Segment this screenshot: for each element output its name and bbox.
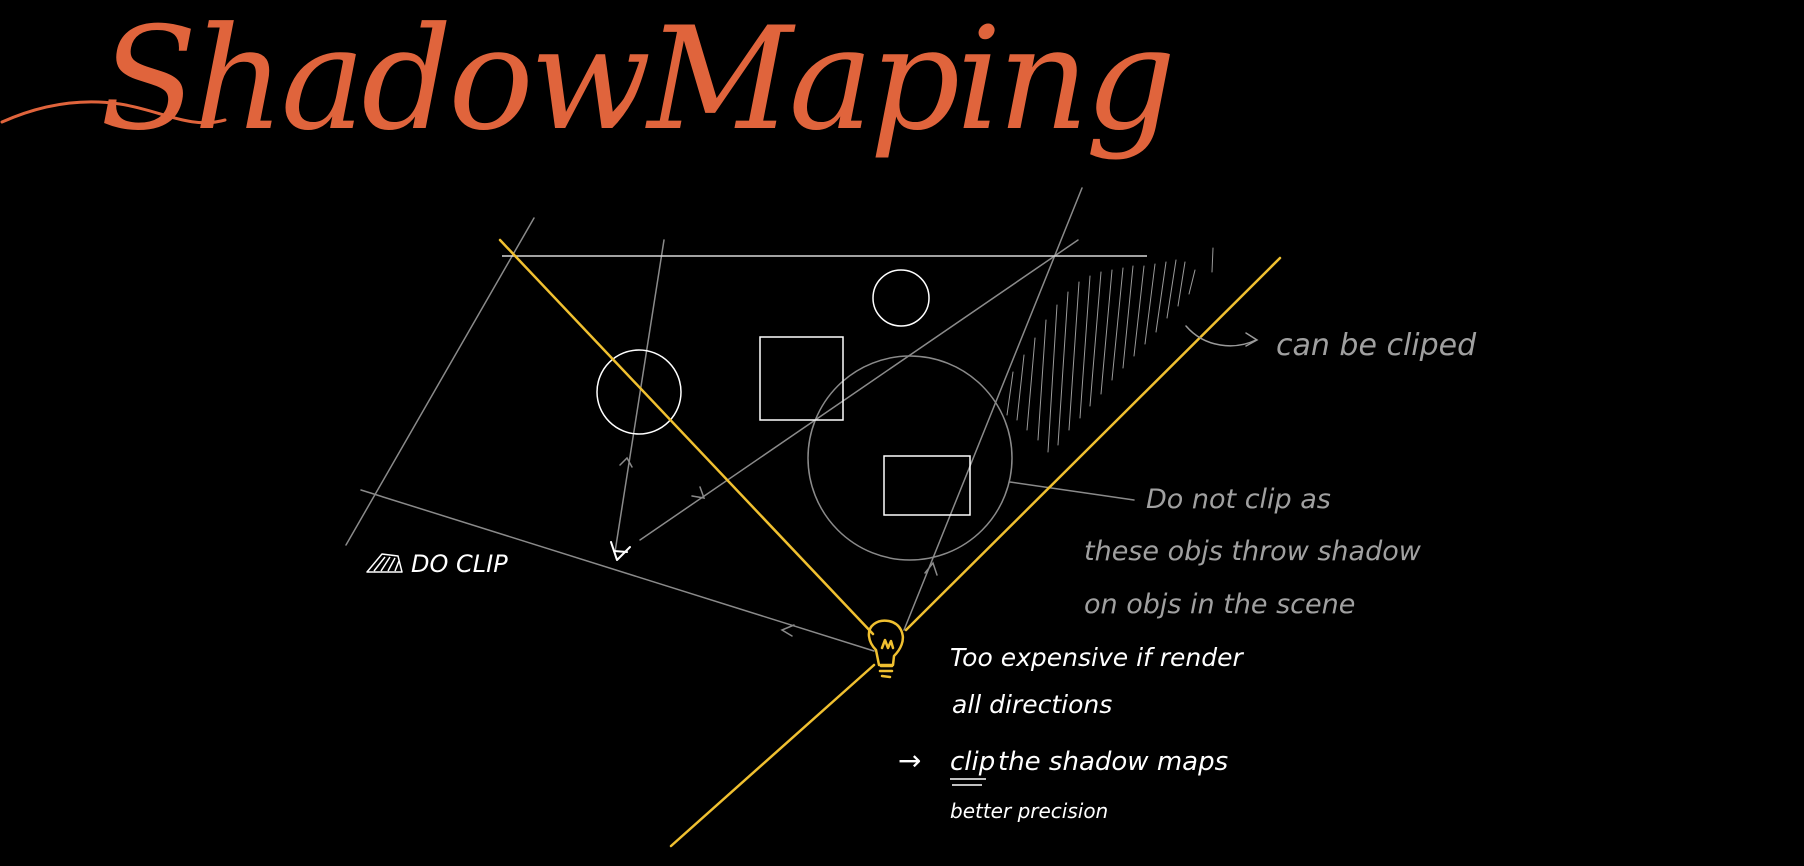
arrowhead-left [780,624,795,637]
light-frustum-back-edge [669,663,876,848]
clip-arrow-glyph: → [898,744,921,777]
precision-note: better precision [950,799,1108,823]
scene-objects [596,269,971,516]
title-underline-swash [0,100,227,125]
guide-left-far [345,217,535,546]
light-frustum [498,238,1282,848]
light-frustum-right-edge [904,256,1282,632]
arrowhead-diagonal [691,486,706,499]
guide-bottom [360,489,875,652]
clip-word: clip [950,747,995,777]
light-frustum-left-edge [498,238,875,636]
title: ShadowMaping [100,0,1172,162]
arrowhead-up [619,456,633,468]
camera-frustum-guides [345,187,1135,652]
do-clip-label: DO CLIP [411,550,508,578]
shadow-caster-bounds [807,355,1013,561]
guide-camera-up [614,239,665,553]
clipped-region-hatching [1006,247,1214,453]
arrowhead-right-steep [924,561,938,576]
camera-eye-icon [610,541,631,561]
light-bulb-icon [867,619,905,679]
object-rect [883,455,971,516]
can-be-clipped-label: can be cliped [1276,328,1477,363]
object-circle-top [872,269,930,327]
clip-rest: the shadow maps [998,747,1228,777]
guide-to-note [1009,481,1135,501]
do-not-clip-line3: on objs in the scene [1084,589,1355,620]
guide-right-steep [903,187,1083,631]
frustum-icon [366,553,403,573]
expensive-line1: Too expensive if render [950,643,1245,672]
object-circle-left [596,349,682,435]
clip-arrow-curve [1185,325,1257,347]
do-not-clip-line1: Do not clip as [1146,484,1331,515]
object-square [759,336,844,421]
expensive-line2: all directions [952,690,1112,719]
do-not-clip-line2: these objs throw shadow [1084,536,1422,567]
guide-camera-diagonal [639,239,1079,541]
guide-arrowheads [619,456,938,637]
clip-arrow-head [1245,332,1259,347]
